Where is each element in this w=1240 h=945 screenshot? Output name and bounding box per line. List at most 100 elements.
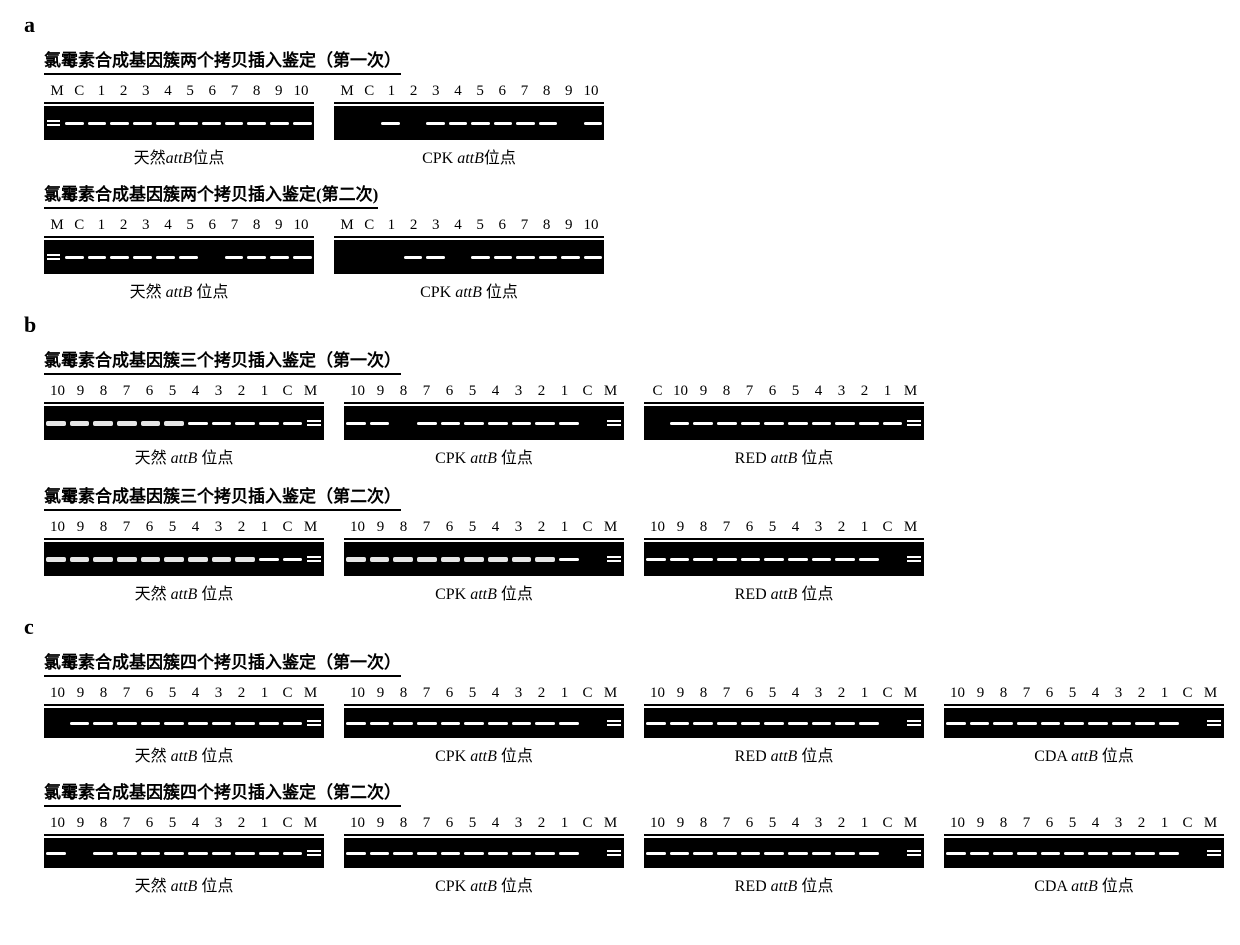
lane-label: 9 <box>69 685 92 702</box>
lane-label: 6 <box>201 217 223 234</box>
gel-band <box>1183 852 1203 855</box>
lane-label: 10 <box>646 519 669 536</box>
gel-band <box>270 122 289 125</box>
lane-label: 9 <box>692 383 715 400</box>
gel-band <box>717 722 737 725</box>
gel-band <box>393 722 413 725</box>
lane-label: 10 <box>46 519 69 536</box>
gel-image <box>644 708 924 738</box>
gel-band <box>646 852 666 855</box>
lane-label: 1 <box>90 83 112 100</box>
lane-label: 2 <box>1130 685 1153 702</box>
marker-ladder <box>904 850 924 856</box>
panel-b-gels-1: 10987654321CM天然 attB 位点10987654321CMCPK … <box>44 383 1216 468</box>
lane-label: 6 <box>201 83 223 100</box>
gel-band <box>441 852 461 855</box>
gel-band <box>156 122 175 125</box>
gel-band <box>741 558 761 561</box>
lane-label: M <box>599 685 622 702</box>
lane-label: 10 <box>290 83 312 100</box>
gel-band <box>370 852 390 855</box>
lane-label: 10 <box>946 815 969 832</box>
lane-label: 7 <box>415 383 438 400</box>
gel-band <box>164 722 184 725</box>
lane-label: 10 <box>346 685 369 702</box>
gel-band <box>670 422 690 425</box>
lane-label: 10 <box>346 815 369 832</box>
gel-block: MC12345678910天然attB位点 <box>44 83 314 168</box>
gel-block: 10987654321CMRED attB 位点 <box>644 519 924 604</box>
gel-band <box>646 422 666 425</box>
gel-band <box>46 852 66 855</box>
lane-label: 10 <box>46 685 69 702</box>
gel-band <box>693 722 713 725</box>
lane-label: 2 <box>1130 815 1153 832</box>
gel-band <box>417 422 437 425</box>
gel-image <box>944 838 1224 868</box>
gel-band <box>559 422 579 425</box>
gel-band <box>283 852 303 855</box>
gel-band <box>46 557 66 562</box>
panel-a-title-2: 氯霉素合成基因簇两个拷贝插入鉴定(第二次) <box>44 180 378 209</box>
gel-band <box>764 558 784 561</box>
gel-band <box>883 722 903 725</box>
gel-band <box>1135 852 1155 855</box>
gel-band <box>583 422 603 425</box>
gel-image <box>644 542 924 576</box>
gel-band <box>117 722 137 725</box>
gel-band <box>1017 722 1037 725</box>
lane-label: 3 <box>207 685 230 702</box>
panel-a-title-1: 氯霉素合成基因簇两个拷贝插入鉴定（第一次） <box>44 46 401 75</box>
gel-band <box>1159 722 1179 725</box>
lane-label: 5 <box>461 519 484 536</box>
gel-band <box>346 722 366 725</box>
gel-band <box>88 122 107 125</box>
lane-label: 8 <box>246 83 268 100</box>
gel-band <box>133 256 152 259</box>
site-label: RED attB 位点 <box>735 444 834 468</box>
gel-band <box>883 422 903 425</box>
lane-label: 7 <box>1015 815 1038 832</box>
gel-block: MC12345678910CPK attB 位点 <box>334 217 604 302</box>
site-label: CDA attB 位点 <box>1034 872 1134 896</box>
lane-label: 9 <box>969 685 992 702</box>
gel-band <box>70 557 90 562</box>
gel-band <box>1135 722 1155 725</box>
gel-block: 10987654321CM天然 attB 位点 <box>44 815 324 896</box>
gel-band <box>859 852 879 855</box>
lane-label: 5 <box>761 685 784 702</box>
lane-label: 6 <box>1038 685 1061 702</box>
gel-band <box>670 558 690 561</box>
gel-band <box>646 722 666 725</box>
gel-band <box>488 852 508 855</box>
site-label: 天然 attB 位点 <box>135 580 234 604</box>
gel-band <box>359 122 378 125</box>
gel-image <box>344 838 624 868</box>
lane-label: 5 <box>161 519 184 536</box>
gel-image <box>334 106 604 140</box>
lane-label: C <box>1176 815 1199 832</box>
gel-band <box>426 256 445 259</box>
lane-label: 9 <box>69 519 92 536</box>
lane-labels: 10987654321CM <box>44 685 324 702</box>
lane-label: 2 <box>230 519 253 536</box>
lane-label: 4 <box>484 383 507 400</box>
gel-band <box>93 852 113 855</box>
gel-band <box>1112 722 1132 725</box>
lane-label: 9 <box>669 519 692 536</box>
gel-band <box>393 557 413 562</box>
lane-label: C <box>876 519 899 536</box>
gel-band <box>370 557 390 562</box>
gel-image <box>44 708 324 738</box>
gel-band <box>46 722 66 725</box>
lane-label: 9 <box>69 383 92 400</box>
gel-band <box>812 422 832 425</box>
lane-label: 8 <box>392 815 415 832</box>
gel-band <box>188 852 208 855</box>
lane-label: 10 <box>580 217 602 234</box>
lane-label: 4 <box>447 83 469 100</box>
gel-band <box>717 422 737 425</box>
lane-label: 1 <box>253 383 276 400</box>
gel-band <box>225 256 244 259</box>
lane-label: 10 <box>580 83 602 100</box>
